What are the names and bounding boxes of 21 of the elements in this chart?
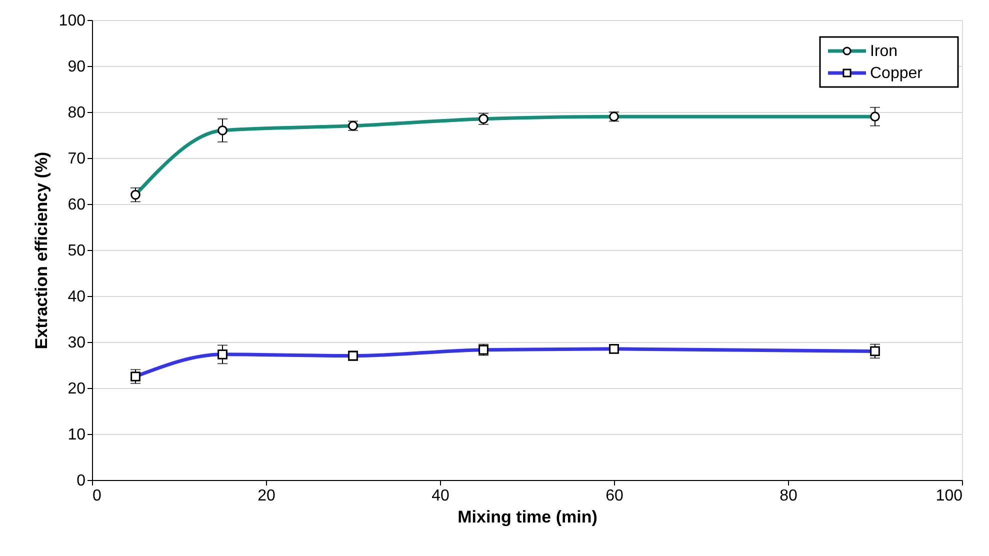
x-axis-title: Mixing time (min) — [458, 508, 598, 526]
x-tick-label: 20 — [258, 488, 276, 504]
y-tick-label: 60 — [68, 196, 86, 214]
x-tick-label: 60 — [606, 488, 624, 504]
y-axis-title: Extraction efficiency (%) — [32, 152, 51, 350]
y-tick-label: 90 — [68, 58, 86, 76]
y-tick-label: 70 — [68, 150, 86, 168]
legend-label: Copper — [870, 65, 924, 82]
y-tick-label: 40 — [68, 288, 86, 306]
x-tick-label: 80 — [780, 488, 798, 504]
y-tick-label: 30 — [68, 334, 86, 352]
y-tick-label: 50 — [68, 242, 86, 260]
x-tick-label: 0 — [92, 488, 102, 504]
x-tick-label: 40 — [432, 488, 450, 504]
legend-label: Iron — [870, 43, 898, 60]
x-tick-label: 100 — [936, 488, 963, 504]
y-tick-label: 0 — [76, 472, 86, 490]
y-tick-label: 80 — [68, 104, 86, 122]
y-tick-label: 10 — [68, 426, 86, 444]
y-tick-label: 100 — [58, 12, 86, 30]
y-tick-label: 20 — [68, 380, 86, 398]
